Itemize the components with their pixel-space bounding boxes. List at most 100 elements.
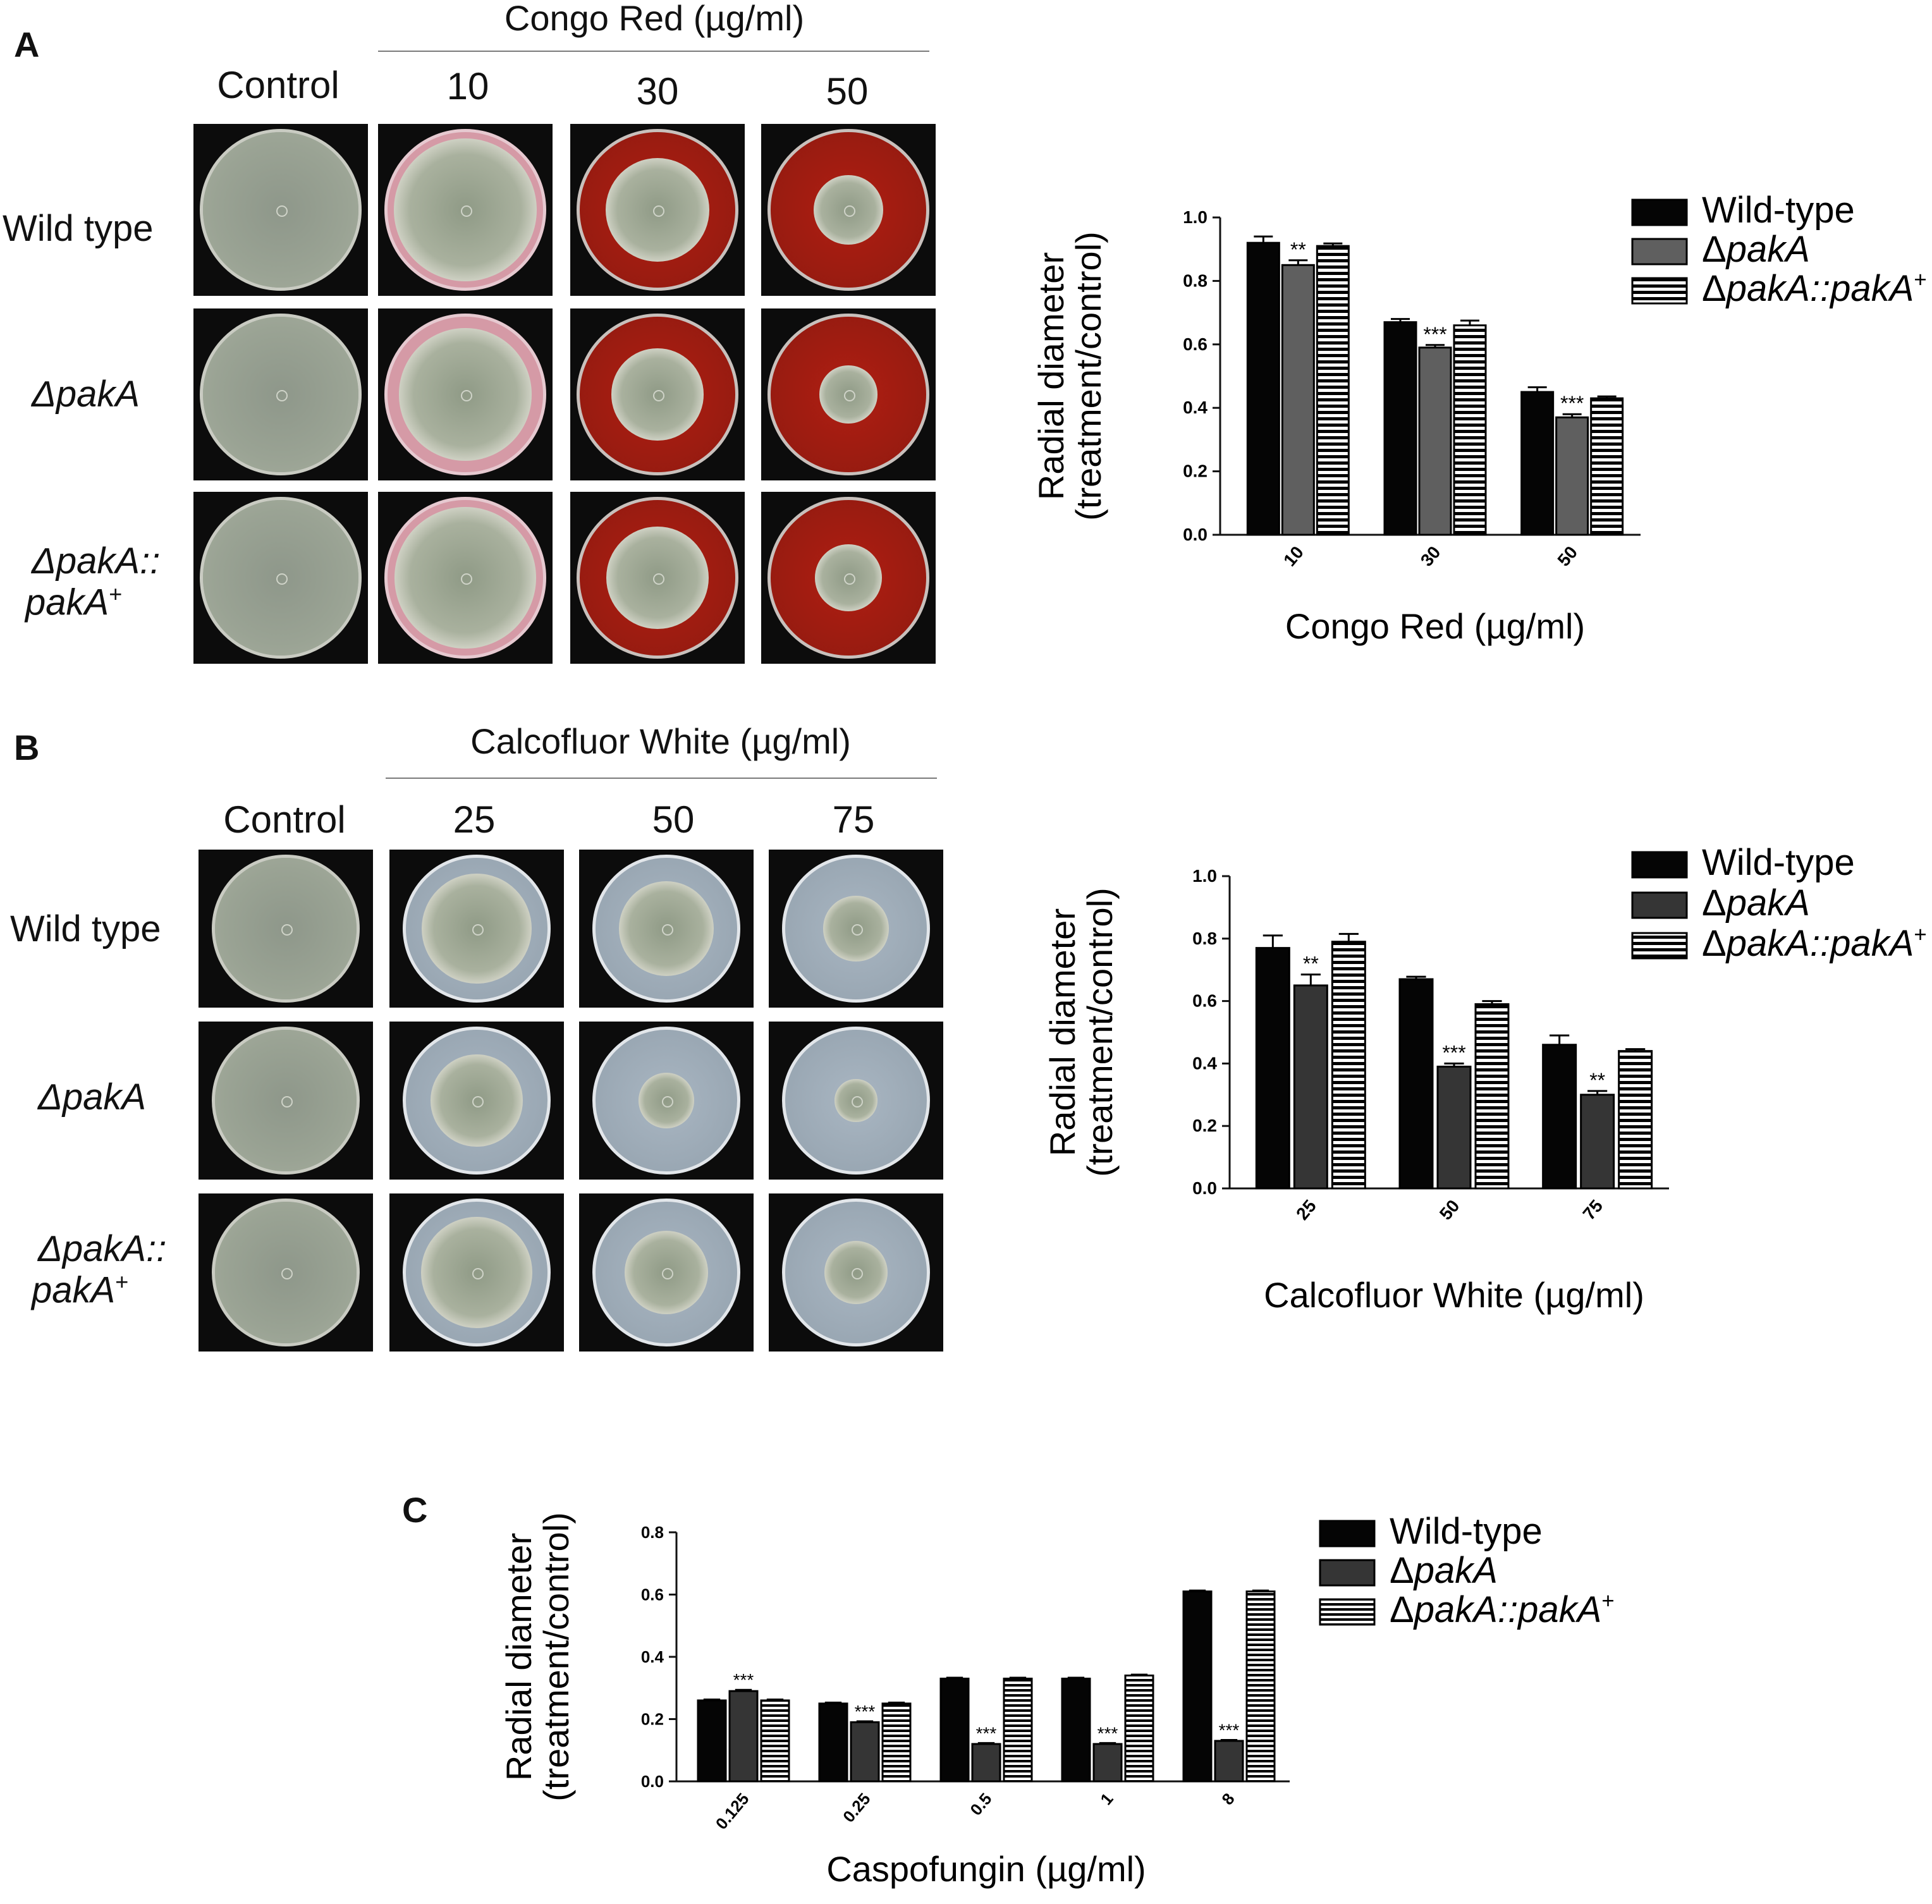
pakA-bar	[850, 1721, 880, 1783]
x-tick-label: 75	[1579, 1196, 1606, 1224]
complemented-bar	[1003, 1677, 1033, 1783]
inoculation-point	[461, 573, 472, 585]
legend-swatch	[1319, 1598, 1376, 1626]
plate-photo-a-r2-c2	[378, 308, 553, 480]
inoculation-point	[852, 924, 863, 936]
y-tick-label: 0.2	[1192, 1116, 1217, 1135]
inoculation-point	[472, 1096, 484, 1108]
pakA-bar	[1092, 1743, 1123, 1783]
panel-b-condition-line	[386, 778, 937, 779]
inoculation-point	[852, 1096, 863, 1108]
inoculation-point	[281, 1096, 293, 1108]
y-tick-label: 0.6	[1183, 334, 1208, 354]
legend-swatch	[1631, 891, 1688, 919]
y-tick-label: 1.0	[1192, 866, 1217, 886]
panel-a-col-1: 10	[446, 65, 489, 107]
panel-b-row-complemented: ΔpakA:: pakA+	[32, 1229, 166, 1310]
y-tick-label: 0.8	[641, 1523, 664, 1542]
panel-b-col-control: Control	[223, 798, 346, 841]
plate-photo-b-r1-c2	[389, 850, 564, 1008]
plate-photo-b-r3-c1	[199, 1193, 373, 1352]
plate-photo-a-r2-c4	[761, 308, 936, 480]
wild-type-bar	[697, 1699, 727, 1783]
wild-type-bar	[939, 1677, 970, 1783]
x-axis-label: Caspofungin (µg/ml)	[826, 1849, 1146, 1889]
y-tick-label: 0.8	[1192, 929, 1217, 948]
legend-swatch	[1631, 277, 1688, 305]
wild-type-bar	[1398, 978, 1434, 1190]
plate-photo-a-r1-c3	[570, 124, 745, 296]
inoculation-point	[276, 573, 288, 585]
x-tick-label: 50	[1553, 542, 1581, 570]
plate-photo-b-r2-c1	[199, 1022, 373, 1180]
panel-a-col-3: 50	[826, 70, 869, 113]
inoculation-point	[461, 205, 472, 217]
significance-stars: **	[1303, 953, 1319, 975]
pakA-bar	[728, 1690, 759, 1783]
legend-label: Wild-type	[1702, 842, 1855, 883]
legend-swatch	[1631, 238, 1688, 265]
x-tick-label: 50	[1436, 1196, 1464, 1224]
legend-swatch	[1631, 851, 1688, 879]
inoculation-point	[844, 205, 855, 217]
y-tick-label: 0.4	[1192, 1053, 1217, 1073]
legend-label: Wild-type	[1390, 1511, 1543, 1552]
legend-swatch	[1319, 1520, 1376, 1547]
legend-swatch	[1319, 1559, 1376, 1587]
y-tick-label: 0.0	[1192, 1178, 1217, 1198]
legend-swatch	[1631, 198, 1688, 226]
panel-a-col-control: Control	[217, 64, 339, 106]
inoculation-point	[653, 390, 664, 401]
plate-photo-b-r1-c4	[769, 850, 943, 1008]
legend-label: ΔpakA::pakA+	[1390, 1589, 1615, 1630]
plate-photo-a-r2-c1	[193, 308, 368, 480]
complemented-bar	[1474, 1003, 1510, 1190]
wild-type-bar	[1383, 321, 1417, 536]
inoculation-point	[844, 573, 855, 585]
x-axis-label: Calcofluor White (µg/ml)	[1264, 1275, 1644, 1315]
panel-b-col-3: 75	[832, 798, 875, 841]
wild-type-bar	[818, 1702, 848, 1783]
plate-photo-a-r3-c1	[193, 492, 368, 664]
inoculation-point	[662, 1096, 673, 1108]
plate-photo-b-r2-c3	[579, 1022, 754, 1180]
inoculation-point	[472, 1268, 484, 1279]
complemented-bar	[881, 1702, 912, 1783]
x-tick-label: 0.25	[839, 1790, 874, 1826]
inoculation-point	[276, 205, 288, 217]
y-axis-label-line1: Radial diameter	[1031, 252, 1071, 500]
complemented-bar	[760, 1699, 790, 1783]
complemented-bar	[1618, 1050, 1653, 1190]
plate-photo-a-r3-c3	[570, 492, 745, 664]
complemented-bar	[1245, 1590, 1276, 1783]
inoculation-point	[653, 573, 664, 585]
wild-type-bar	[1542, 1044, 1577, 1190]
y-axis-label-line2: (treatment/control)	[536, 1512, 576, 1802]
pakA-bar	[1293, 984, 1328, 1190]
inoculation-point	[472, 924, 484, 936]
plate-photo-a-r1-c1	[193, 124, 368, 296]
plate-photo-b-r3-c2	[389, 1193, 564, 1352]
complemented-bar	[1124, 1675, 1154, 1783]
inoculation-point	[276, 390, 288, 401]
x-axis-label: Congo Red (µg/ml)	[1285, 606, 1585, 646]
legend-label: ΔpakA::pakA+	[1702, 267, 1927, 309]
pakA-bar	[971, 1743, 1001, 1783]
legend-label: ΔpakA	[1702, 882, 1810, 924]
y-tick-label: 0.2	[1183, 461, 1208, 481]
panel-c-letter: C	[402, 1490, 428, 1530]
x-tick-label: 8	[1218, 1790, 1238, 1809]
x-tick-label: 1	[1096, 1790, 1116, 1809]
complemented-bar	[1331, 941, 1366, 1190]
x-tick-label: 10	[1280, 542, 1307, 570]
significance-stars: ***	[976, 1723, 997, 1743]
y-tick-label: 0.0	[641, 1772, 664, 1791]
panel-a-condition-line	[378, 51, 929, 52]
inoculation-point	[662, 1268, 673, 1279]
panel-a-row-pakA-text: ΔpakA	[32, 374, 140, 415]
panel-b-condition-title: Calcofluor White (µg/ml)	[470, 721, 851, 761]
pakA-bar	[1555, 416, 1589, 536]
significance-stars: ***	[1442, 1041, 1465, 1064]
wild-type-bar	[1255, 947, 1290, 1190]
complemented-bar	[1590, 397, 1624, 536]
